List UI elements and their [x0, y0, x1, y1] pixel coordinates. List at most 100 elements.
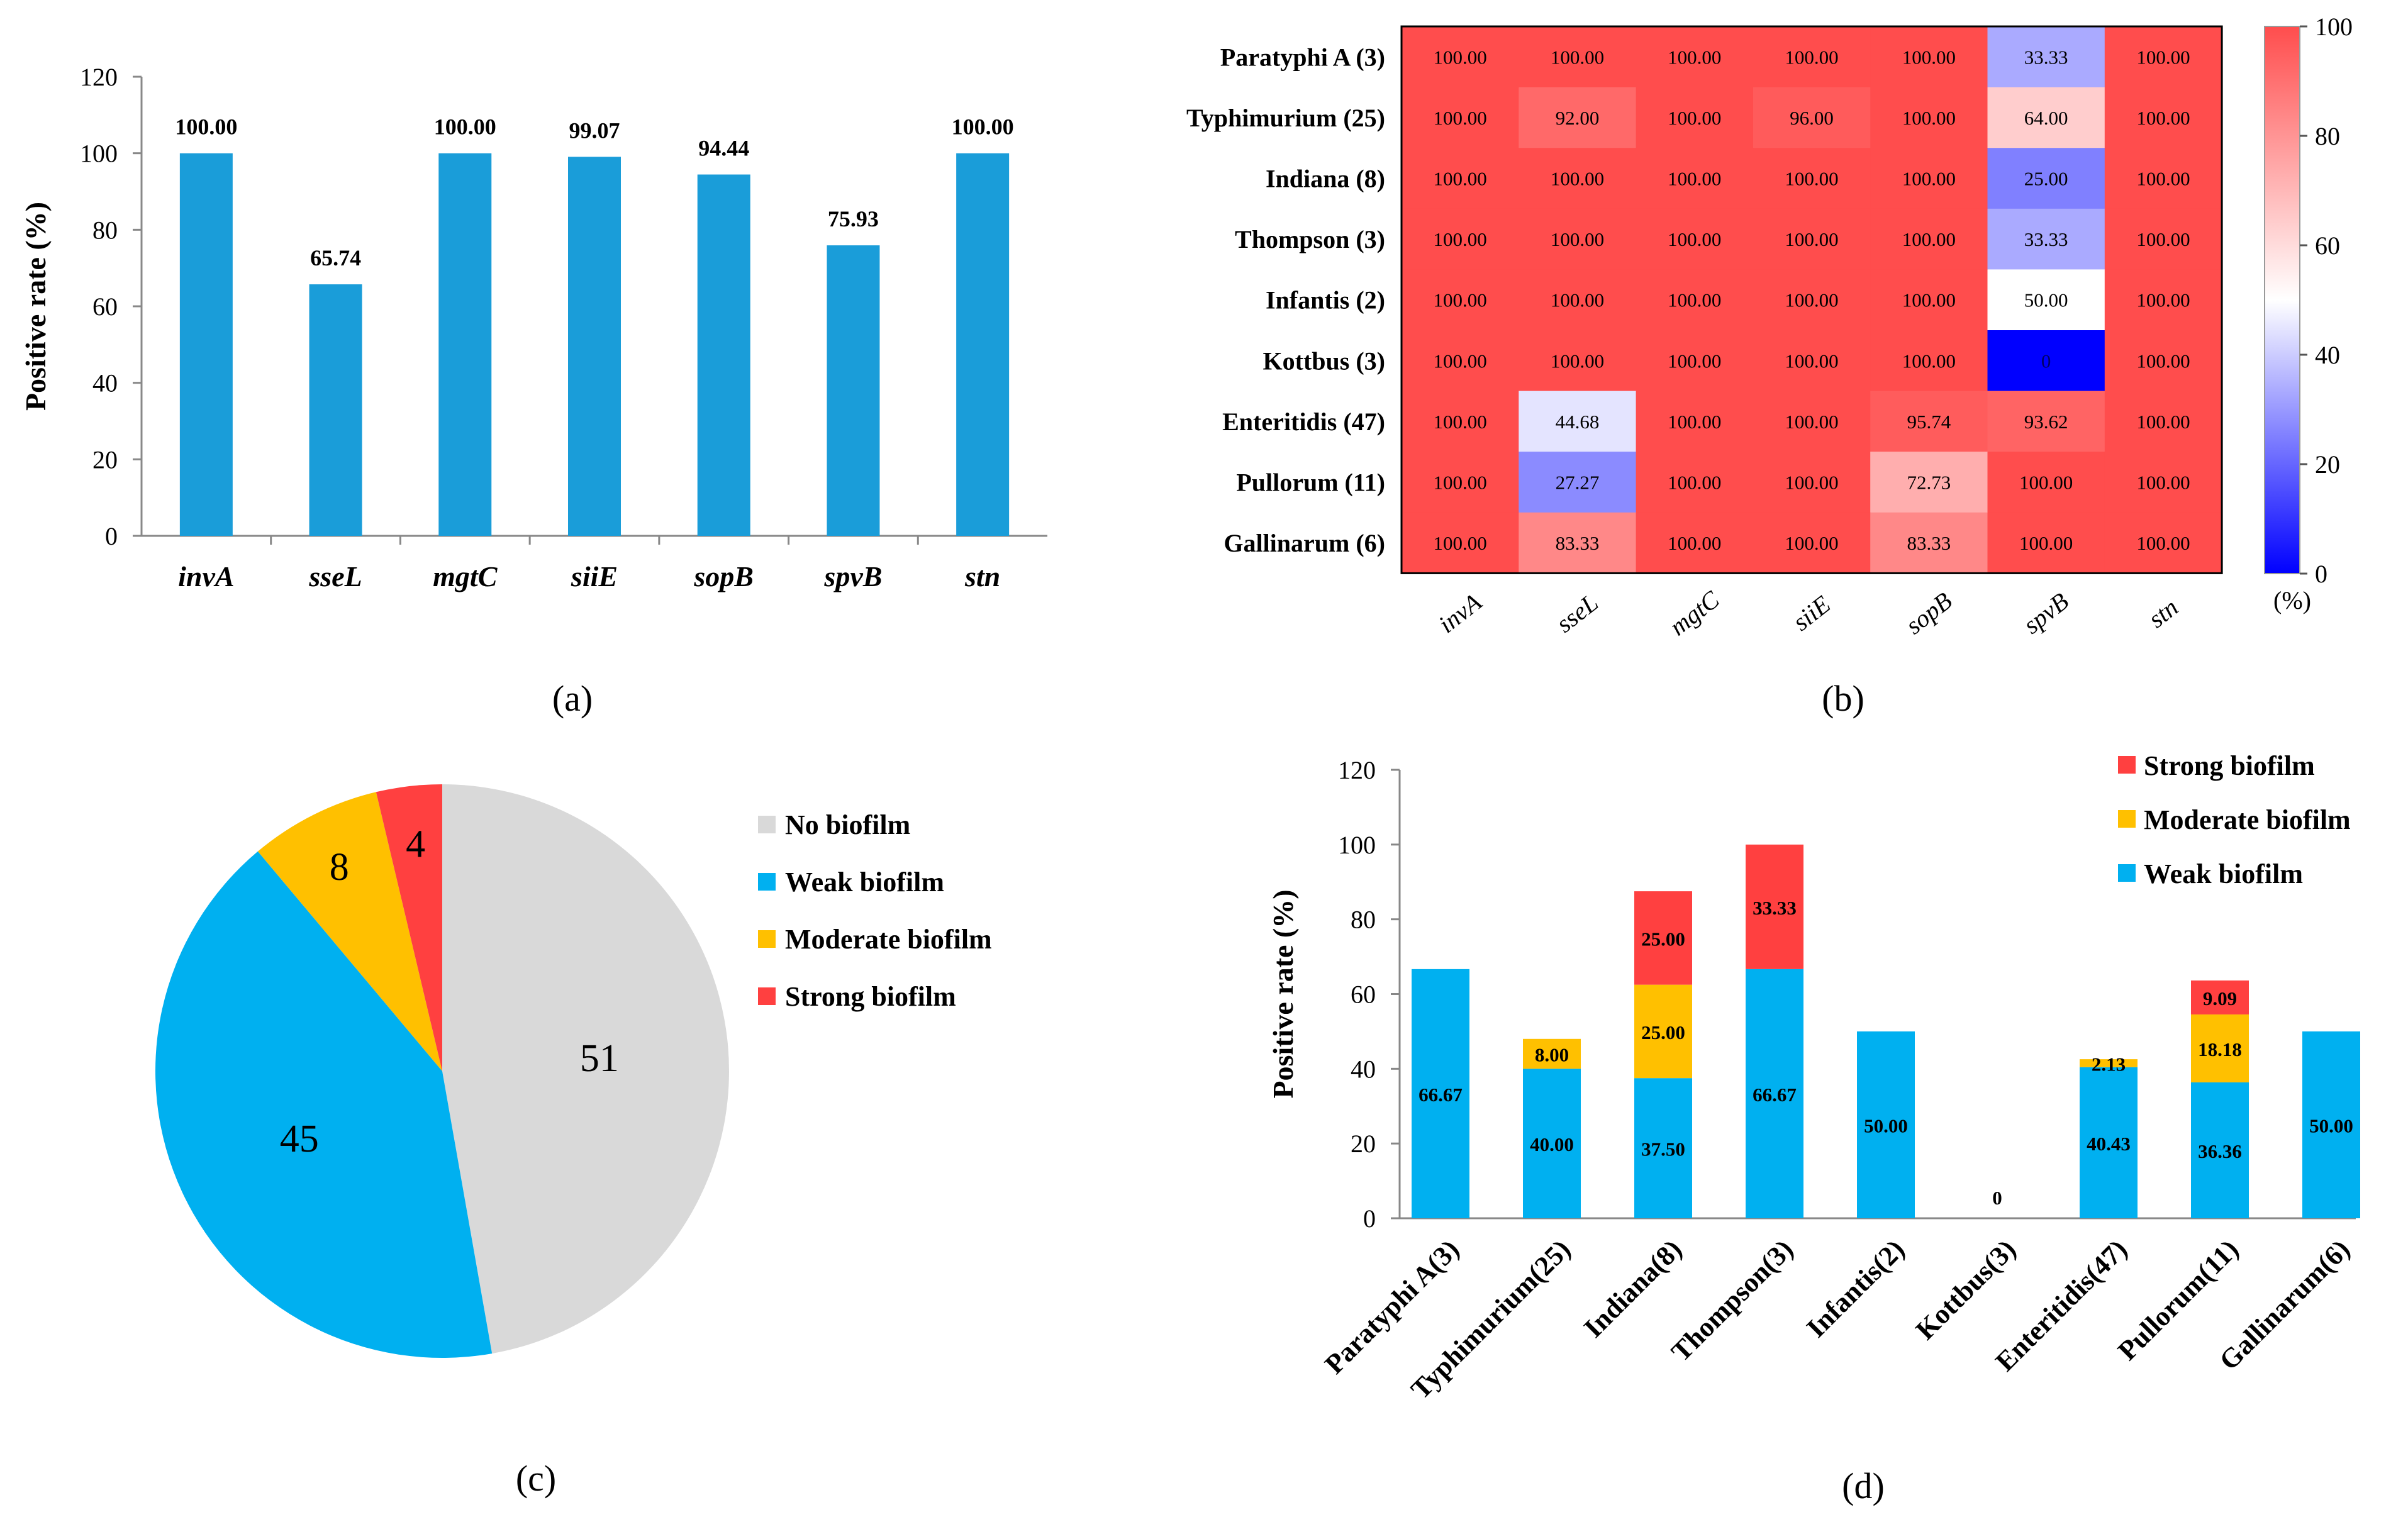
heatmap-cell: [2104, 269, 2222, 331]
heatmap-cell-label: 100.00: [1551, 168, 1604, 190]
heatmap-cell-label: 100.00: [1668, 472, 1721, 494]
heatmap-cell: [2104, 208, 2222, 270]
legend-swatch: [2118, 864, 2136, 882]
bar-segment-moderate-biofilm: [2191, 1014, 2249, 1082]
heatmap-cell: [1753, 26, 1871, 88]
heatmap-cell: [1987, 269, 2105, 331]
heatmap-cell: [1402, 208, 1519, 270]
pie-slice-no-biofilm: [442, 784, 729, 1354]
heatmap-cell: [1519, 391, 1637, 452]
heatmap-cell-label: 100.00: [1785, 532, 1838, 554]
heatmap-cell: [1987, 87, 2105, 148]
heatmap-cell-label: 100.00: [1785, 350, 1838, 372]
y-tick-label: 80: [92, 216, 118, 244]
heatmap-cell-label: 100.00: [1434, 350, 1487, 372]
y-tick-label: 60: [92, 292, 118, 321]
heatmap-cell: [1753, 391, 1871, 452]
heatmap-cell: [1870, 330, 1988, 392]
heatmap-cell: [1636, 330, 1754, 392]
heatmap-cell: [1636, 87, 1754, 148]
heatmap-cell: [2104, 512, 2222, 574]
row-label: Paratyphi A (3): [1220, 43, 1385, 71]
heatmap-cell-label: 25.00: [2024, 168, 2068, 190]
panel-c-pie-chart: 51 45 8 4 No biofilm Weak biofilm Moderate bio…: [155, 784, 992, 1499]
bar-sseL: [309, 284, 362, 536]
legend-label: Strong biofilm: [2144, 750, 2315, 781]
heatmap-cell-label: 100.00: [1434, 228, 1487, 250]
bar-value-label: 100.00: [952, 114, 1014, 140]
bar-segment-label: 8.00: [1535, 1044, 1569, 1066]
legend-swatch: [2118, 756, 2136, 774]
heatmap-cell: [1402, 391, 1519, 452]
heatmap-cell-label: 50.00: [2024, 289, 2068, 311]
legend-swatch: [758, 816, 776, 833]
bar-segment-label: 40.00: [1530, 1133, 1574, 1155]
colorbar-tick-label: 100: [2315, 13, 2353, 41]
heatmap-cell-label: 100.00: [1785, 289, 1838, 311]
bar-segment-strong-biofilm: [1634, 891, 1692, 985]
bar-segment-label: 40.43: [2087, 1133, 2131, 1155]
bar-segment-weak-biofilm: [2302, 1031, 2360, 1218]
heatmap-cell: [1402, 330, 1519, 392]
bar-value-label: 75.93: [828, 206, 879, 231]
bar-invA: [179, 153, 233, 536]
panel-label: (b): [1822, 678, 1865, 719]
bar-segment-label: 66.67: [1753, 1084, 1797, 1106]
bar-value-label: 65.74: [310, 245, 361, 270]
heatmap-cell-label: 93.62: [2024, 411, 2068, 433]
x-tick-label: stn: [964, 560, 1000, 592]
heatmap-cell-label: 100.00: [1785, 411, 1838, 433]
legend-swatch: [758, 930, 776, 948]
heatmap-cell-label: 100.00: [1668, 168, 1721, 190]
legend-label: Weak biofilm: [785, 867, 944, 897]
x-tick-label: siiE: [571, 560, 618, 592]
heatmap-cell: [1987, 452, 2105, 513]
colorbar-tick-label: 20: [2315, 450, 2340, 479]
legend-label: Weak biofilm: [2144, 859, 2303, 889]
heatmap-cell-label: 100.00: [1668, 411, 1721, 433]
bar-siiE: [568, 157, 621, 536]
x-tick-label: Indiana(8): [1578, 1233, 1688, 1343]
heatmap-cell-label: 100.00: [1551, 46, 1604, 68]
panel-label: (a): [552, 678, 593, 719]
heatmap-cell: [2104, 452, 2222, 513]
legend-label: Moderate biofilm: [785, 924, 992, 955]
heatmap-cell: [2104, 391, 2222, 452]
bar-segment-label: 50.00: [1864, 1114, 1908, 1136]
heatmap-cell-label: 0: [2041, 350, 2051, 372]
y-tick-label: 100: [1338, 831, 1376, 859]
bar-segment-weak-biofilm: [1634, 1078, 1692, 1218]
bar-sopB: [697, 174, 750, 536]
bar-segment-moderate-biofilm: [2080, 1059, 2138, 1067]
heatmap-cell: [1636, 26, 1754, 88]
bar-segment-label: 9.09: [2203, 987, 2237, 1009]
heatmap-cell: [1870, 512, 1988, 574]
y-axis-label: Positive rate (%): [1267, 889, 1299, 1098]
heatmap-cell-label: 100.00: [1902, 168, 1956, 190]
colorbar-tick-label: 60: [2315, 231, 2340, 260]
row-label: Typhimurium (25): [1186, 104, 1385, 132]
column-label: stn: [2143, 593, 2183, 633]
bar-value-label: 100.00: [434, 114, 496, 140]
heatmap-cell: [1636, 208, 1754, 270]
heatmap-cell-label: 100.00: [1668, 107, 1721, 129]
heatmap-cell-label: 95.74: [1907, 411, 1951, 433]
heatmap-cell: [1870, 391, 1988, 452]
bar-segment-strong-biofilm: [1746, 844, 1803, 969]
pie-slice-label: 4: [406, 823, 425, 866]
bar-segment-label: 25.00: [1641, 1021, 1685, 1043]
colorbar-tick-label: 0: [2315, 560, 2327, 588]
heatmap-cell: [1987, 512, 2105, 574]
x-tick-label: spvB: [823, 560, 882, 592]
heatmap-cell-label: 100.00: [2019, 532, 2073, 554]
panel-label: (d): [1842, 1465, 1885, 1506]
heatmap-cell-label: 100.00: [1902, 289, 1956, 311]
bar-segment-label: 36.36: [2198, 1140, 2242, 1162]
heatmap-cell: [1870, 208, 1988, 270]
heatmap-cell: [1402, 512, 1519, 574]
y-tick-label: 20: [92, 445, 118, 474]
bar-segment-label: 50.00: [2309, 1114, 2353, 1136]
bar-segment-label: 66.67: [1419, 1084, 1463, 1106]
pie-slice-label: 51: [580, 1037, 619, 1080]
